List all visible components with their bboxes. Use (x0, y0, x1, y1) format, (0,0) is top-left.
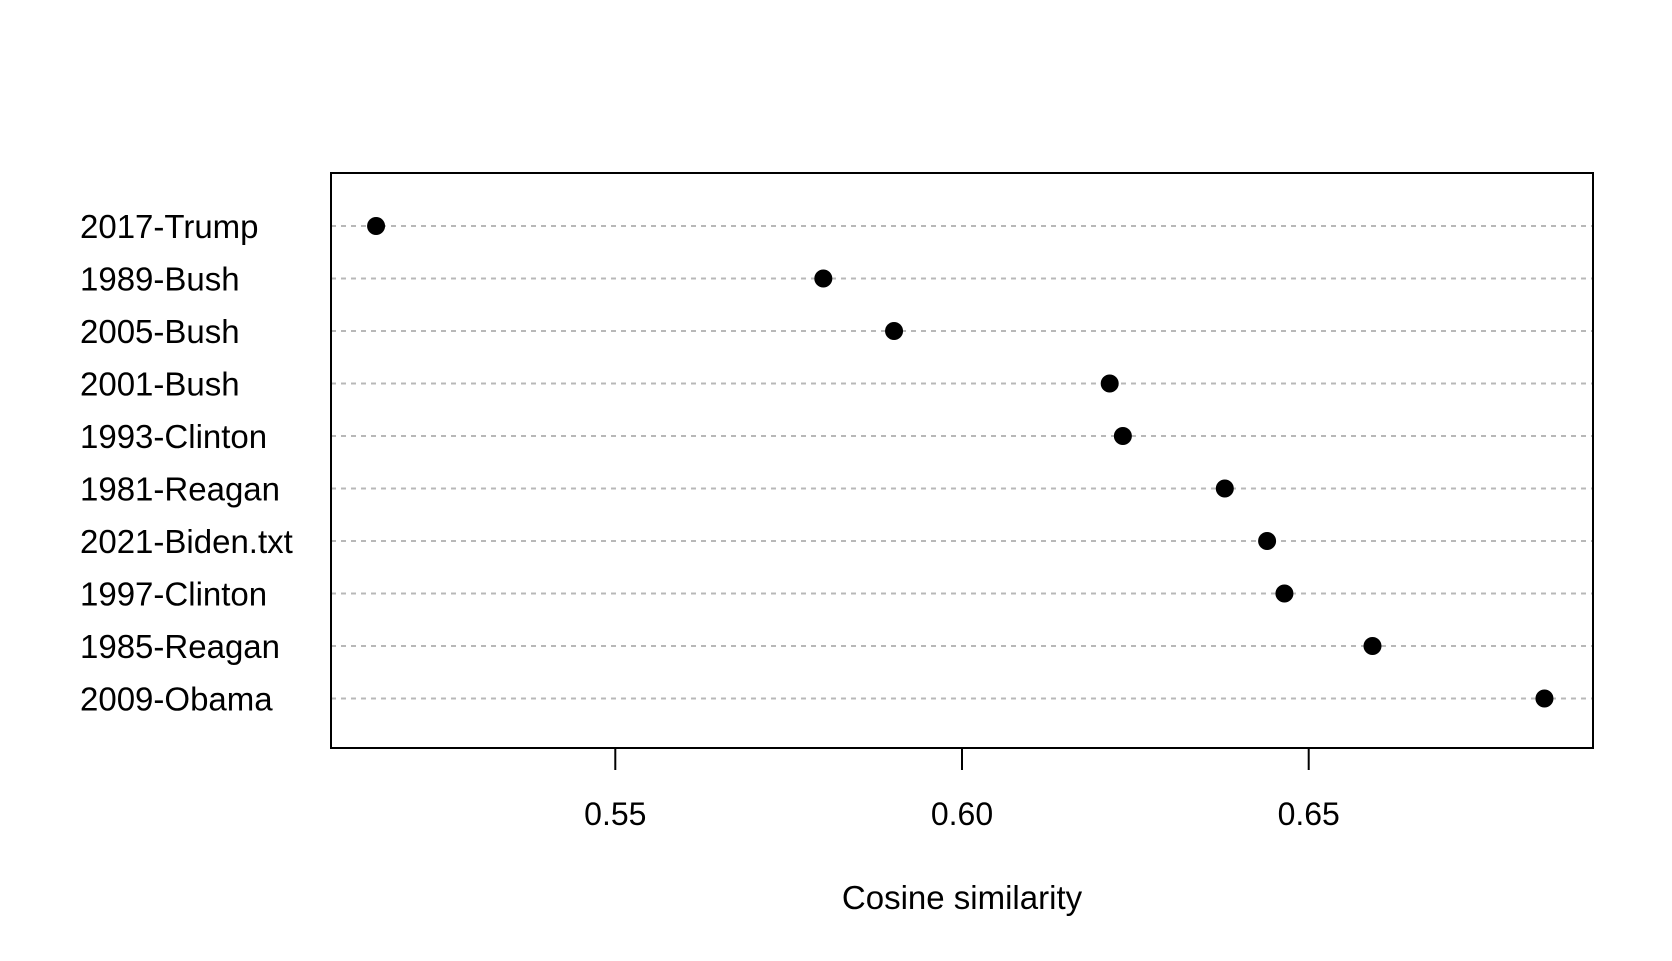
category-label: 2005-Bush (80, 313, 240, 350)
data-point (1113, 427, 1132, 445)
category-label: 2009-Obama (80, 681, 273, 718)
data-point (1363, 637, 1382, 655)
category-label: 2017-Trump (80, 208, 259, 245)
category-labels: 2017-Trump 1989-Bush 2005-Bush 2001-Bush 199… (80, 208, 293, 718)
data-point (367, 217, 386, 235)
grid-lines (331, 225, 1593, 700)
x-tick-label: 0.60 (931, 796, 993, 832)
data-point (1100, 374, 1119, 393)
category-label: 1989-Bush (80, 261, 240, 298)
data-points (367, 217, 1554, 708)
x-tick-label: 0.55 (584, 796, 646, 832)
category-label: 2001-Bush (80, 366, 240, 403)
category-label: 2021-Biden.txt (80, 523, 293, 560)
category-label: 1985-Reagan (80, 628, 280, 665)
data-point (1215, 479, 1234, 498)
category-label: 1981-Reagan (80, 471, 280, 508)
data-point (1535, 689, 1554, 708)
category-label: 1997-Clinton (80, 576, 267, 613)
x-axis: 0.55 0.60 0.65 (584, 748, 1340, 832)
data-point (814, 269, 833, 288)
data-point (885, 322, 904, 340)
x-tick-label: 0.65 (1278, 796, 1340, 832)
x-axis-title: Cosine similarity (842, 879, 1083, 916)
category-label: 1993-Clinton (80, 418, 267, 455)
plot-area-frame (330, 172, 1594, 749)
data-point (1275, 584, 1294, 603)
data-point (1258, 532, 1277, 550)
